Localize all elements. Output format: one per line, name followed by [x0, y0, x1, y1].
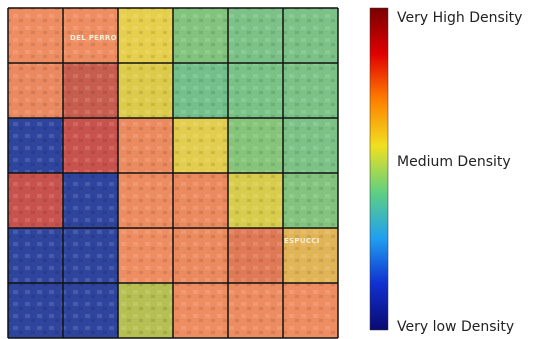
- place-label: DEL PERRO: [70, 34, 117, 42]
- page: {"map": { "place_labels": ["DEL PERRO", …: [0, 0, 536, 339]
- heatmap-view: DEL PERRO ESPUCCI Very High Density Medi…: [0, 0, 536, 339]
- legend-label: Very low Density: [397, 319, 514, 335]
- legend-label: Medium Density: [397, 154, 511, 170]
- colorbar: [370, 8, 388, 330]
- legend-label: Very High Density: [397, 10, 522, 26]
- place-label: ESPUCCI: [284, 237, 320, 245]
